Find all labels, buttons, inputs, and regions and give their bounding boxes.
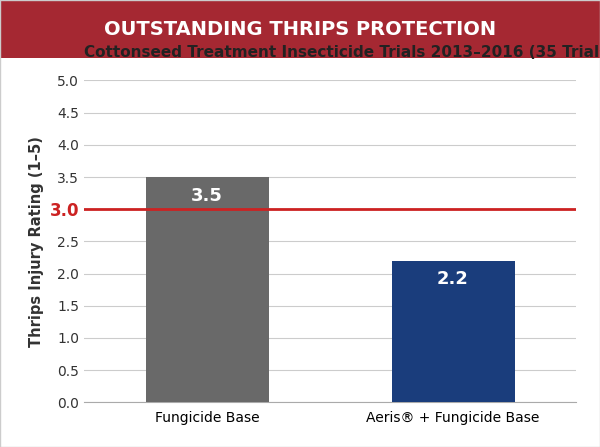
Text: OUTSTANDING THRIPS PROTECTION: OUTSTANDING THRIPS PROTECTION <box>104 20 496 38</box>
Bar <box>146 177 269 402</box>
Bar <box>392 261 515 402</box>
Y-axis label: Thrips Injury Rating (1–5): Thrips Injury Rating (1–5) <box>29 136 44 347</box>
Text: 3.5: 3.5 <box>191 187 223 205</box>
Text: Cottonseed Treatment Insecticide Trials 2013–2016 (35 Trials): Cottonseed Treatment Insecticide Trials … <box>84 45 600 60</box>
Text: 2.2: 2.2 <box>437 270 469 288</box>
